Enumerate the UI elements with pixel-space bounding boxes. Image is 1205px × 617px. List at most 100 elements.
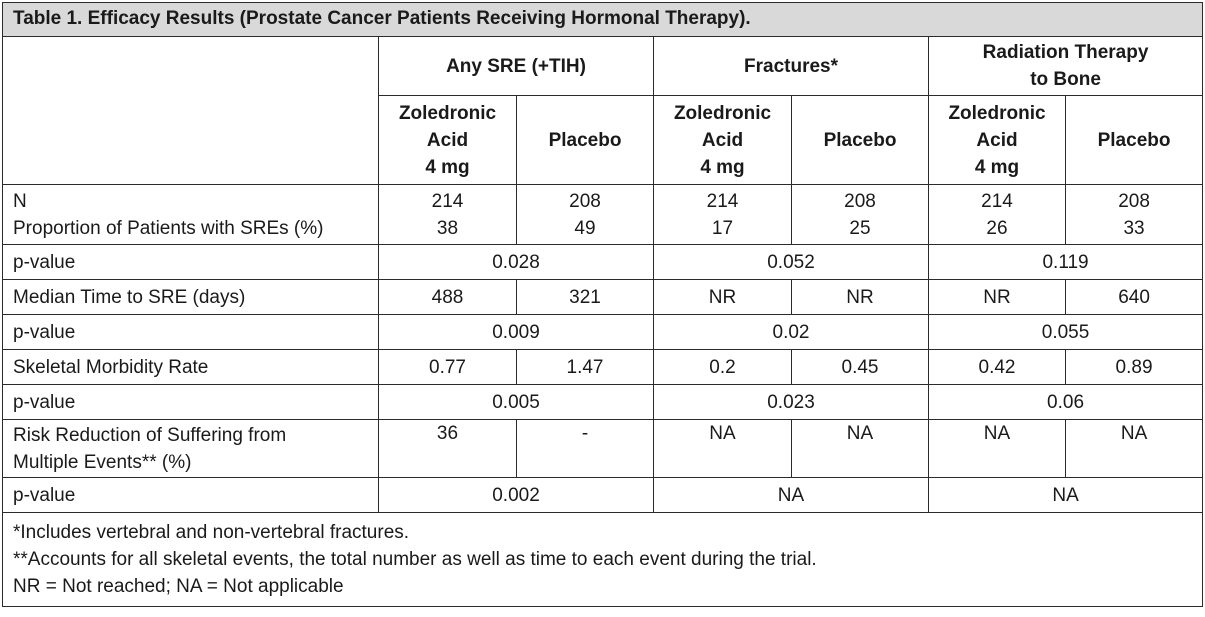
cell-risk: 36 — [378, 419, 517, 478]
group-header-row: Any SRE (+TIH) Fractures* Radiation Ther… — [2, 36, 1204, 185]
subheader-zoledronic: Zoledronic Acid 4 mg — [378, 95, 517, 185]
table-row-pvalue-3: p-value 0.005 0.023 0.06 — [2, 384, 1204, 420]
subheader-zol-line2: Acid — [976, 129, 1018, 151]
table-caption-row: Table 1. Efficacy Results (Prostate Canc… — [1, 2, 1204, 37]
cell-smr: 0.2 — [653, 349, 792, 385]
footnote-fractures: *Includes vertebral and non-vertebral fr… — [13, 522, 410, 543]
row-label-risk-reduction: Risk Reduction of Suffering from Multipl… — [2, 419, 379, 478]
footnotes: *Includes vertebral and non-vertebral fr… — [1, 512, 1204, 607]
table-row-skeletal-morbidity: Skeletal Morbidity Rate 0.77 1.47 0.2 0.… — [2, 349, 1204, 385]
cell-pvalue: NA — [653, 477, 929, 513]
table-row-pvalue-2: p-value 0.009 0.02 0.055 — [2, 314, 1204, 350]
efficacy-table-container: Table 1. Efficacy Results (Prostate Canc… — [1, 2, 1204, 607]
cell-n-prop: 214 38 — [378, 184, 517, 245]
cell-n-prop: 208 33 — [1064, 184, 1204, 245]
cell-n: 214 — [706, 190, 739, 212]
row-label-n-proportion: N Proportion of Patients with SREs (%) — [2, 184, 379, 245]
table-row-risk-reduction: Risk Reduction of Suffering from Multipl… — [2, 419, 1204, 478]
cell-median: NR — [791, 279, 929, 315]
row-label-median-time: Median Time to SRE (days) — [2, 279, 379, 315]
cell-risk: NA — [1064, 419, 1204, 478]
table-row-n-proportion: N Proportion of Patients with SREs (%) 2… — [2, 184, 1204, 245]
cell-pvalue: 0.028 — [378, 244, 654, 280]
footnote-abbreviations: NR = Not reached; NA = Not applicable — [13, 576, 344, 597]
cell-n-prop: 208 49 — [516, 184, 654, 245]
group-header-any-sre: Any SRE (+TIH) — [378, 36, 654, 96]
row-label-pvalue: p-value — [2, 244, 379, 280]
cell-smr: 0.42 — [928, 349, 1066, 385]
cell-pvalue: 0.119 — [927, 244, 1204, 280]
group-header-radiation-line1: Radiation Therapy — [982, 42, 1149, 63]
subheader-zol-line1: Zoledronic — [398, 102, 497, 124]
cell-pvalue: NA — [927, 477, 1204, 513]
cell-median: 488 — [378, 279, 517, 315]
group-header-radiation: Radiation Therapy to Bone — [927, 36, 1204, 96]
cell-smr: 0.45 — [791, 349, 929, 385]
row-label-risk-line1: Risk Reduction of Suffering from — [13, 424, 287, 446]
cell-pvalue: 0.055 — [927, 314, 1204, 350]
cell-smr: 1.47 — [516, 349, 654, 385]
cell-risk: NA — [653, 419, 792, 478]
cell-prop: 17 — [711, 217, 734, 239]
cell-risk: NA — [791, 419, 929, 478]
cell-prop: 26 — [986, 217, 1008, 239]
cell-n: 208 — [1118, 190, 1150, 212]
efficacy-results-table: Table 1. Efficacy Results (Prostate Canc… — [1, 2, 1204, 607]
footnote-skeletal-events: **Accounts for all skeletal events, the … — [13, 549, 817, 570]
subheader-zol-line3: 4 mg — [974, 156, 1020, 178]
cell-prop: 33 — [1123, 217, 1145, 239]
table-row-pvalue-4: p-value 0.002 NA NA — [2, 477, 1204, 513]
subheader-placebo: Placebo — [516, 95, 654, 185]
subheader-zol-line1: Zoledronic — [673, 102, 772, 124]
table-row-pvalue-1: p-value 0.028 0.052 0.119 — [2, 244, 1204, 280]
footnotes-row: *Includes vertebral and non-vertebral fr… — [1, 512, 1204, 607]
cell-median: 321 — [516, 279, 654, 315]
subheader-zoledronic: Zoledronic Acid 4 mg — [928, 95, 1066, 185]
subheader-placebo: Placebo — [1064, 95, 1204, 185]
cell-n: 214 — [981, 190, 1013, 212]
cell-risk: NA — [928, 419, 1066, 478]
row-label-skeletal-morbidity: Skeletal Morbidity Rate — [2, 349, 379, 385]
row-label-pvalue: p-value — [2, 384, 379, 420]
row-label-n: N — [13, 190, 27, 212]
group-header-radiation-line2: to Bone — [1030, 69, 1101, 90]
cell-n: 208 — [569, 190, 601, 212]
cell-n-prop: 214 17 — [653, 184, 792, 245]
cell-pvalue: 0.06 — [927, 384, 1204, 420]
cell-pvalue: 0.005 — [378, 384, 654, 420]
cell-median: NR — [928, 279, 1066, 315]
subheader-zoledronic: Zoledronic Acid 4 mg — [653, 95, 792, 185]
cell-n: 208 — [844, 190, 876, 212]
table-row-median-time: Median Time to SRE (days) 488 321 NR NR … — [2, 279, 1204, 315]
cell-pvalue: 0.002 — [378, 477, 654, 513]
cell-median: NR — [653, 279, 792, 315]
table-caption: Table 1. Efficacy Results (Prostate Canc… — [1, 2, 1204, 37]
subheader-zol-line2: Acid — [426, 129, 469, 151]
subheader-zol-line2: Acid — [701, 129, 744, 151]
cell-smr: 0.77 — [378, 349, 517, 385]
sub-header-row: Zoledronic Acid 4 mg Placebo Zoledronic … — [3, 95, 1204, 185]
cell-prop: 49 — [574, 217, 596, 239]
cell-n-prop: 208 25 — [791, 184, 929, 245]
cell-pvalue: 0.02 — [653, 314, 929, 350]
row-label-pvalue: p-value — [2, 477, 379, 513]
blank-header-cell — [2, 36, 379, 185]
subheader-zol-line3: 4 mg — [425, 156, 470, 178]
cell-prop: 25 — [849, 217, 871, 239]
cell-smr: 0.89 — [1064, 349, 1204, 385]
cell-prop: 38 — [436, 217, 459, 239]
subheader-zol-line1: Zoledronic — [948, 102, 1046, 124]
cell-risk: - — [516, 419, 654, 478]
cell-median: 640 — [1064, 279, 1204, 315]
row-label-pvalue: p-value — [2, 314, 379, 350]
cell-pvalue: 0.052 — [653, 244, 929, 280]
cell-n: 214 — [431, 190, 464, 212]
subheader-zol-line3: 4 mg — [700, 156, 745, 178]
subheader-placebo: Placebo — [791, 95, 929, 185]
row-label-risk-line2: Multiple Events** (%) — [13, 451, 192, 473]
group-header-fractures: Fractures* — [653, 36, 929, 96]
cell-n-prop: 214 26 — [928, 184, 1066, 245]
cell-pvalue: 0.009 — [378, 314, 654, 350]
cell-pvalue: 0.023 — [653, 384, 929, 420]
row-label-proportion: Proportion of Patients with SREs (%) — [13, 217, 324, 239]
